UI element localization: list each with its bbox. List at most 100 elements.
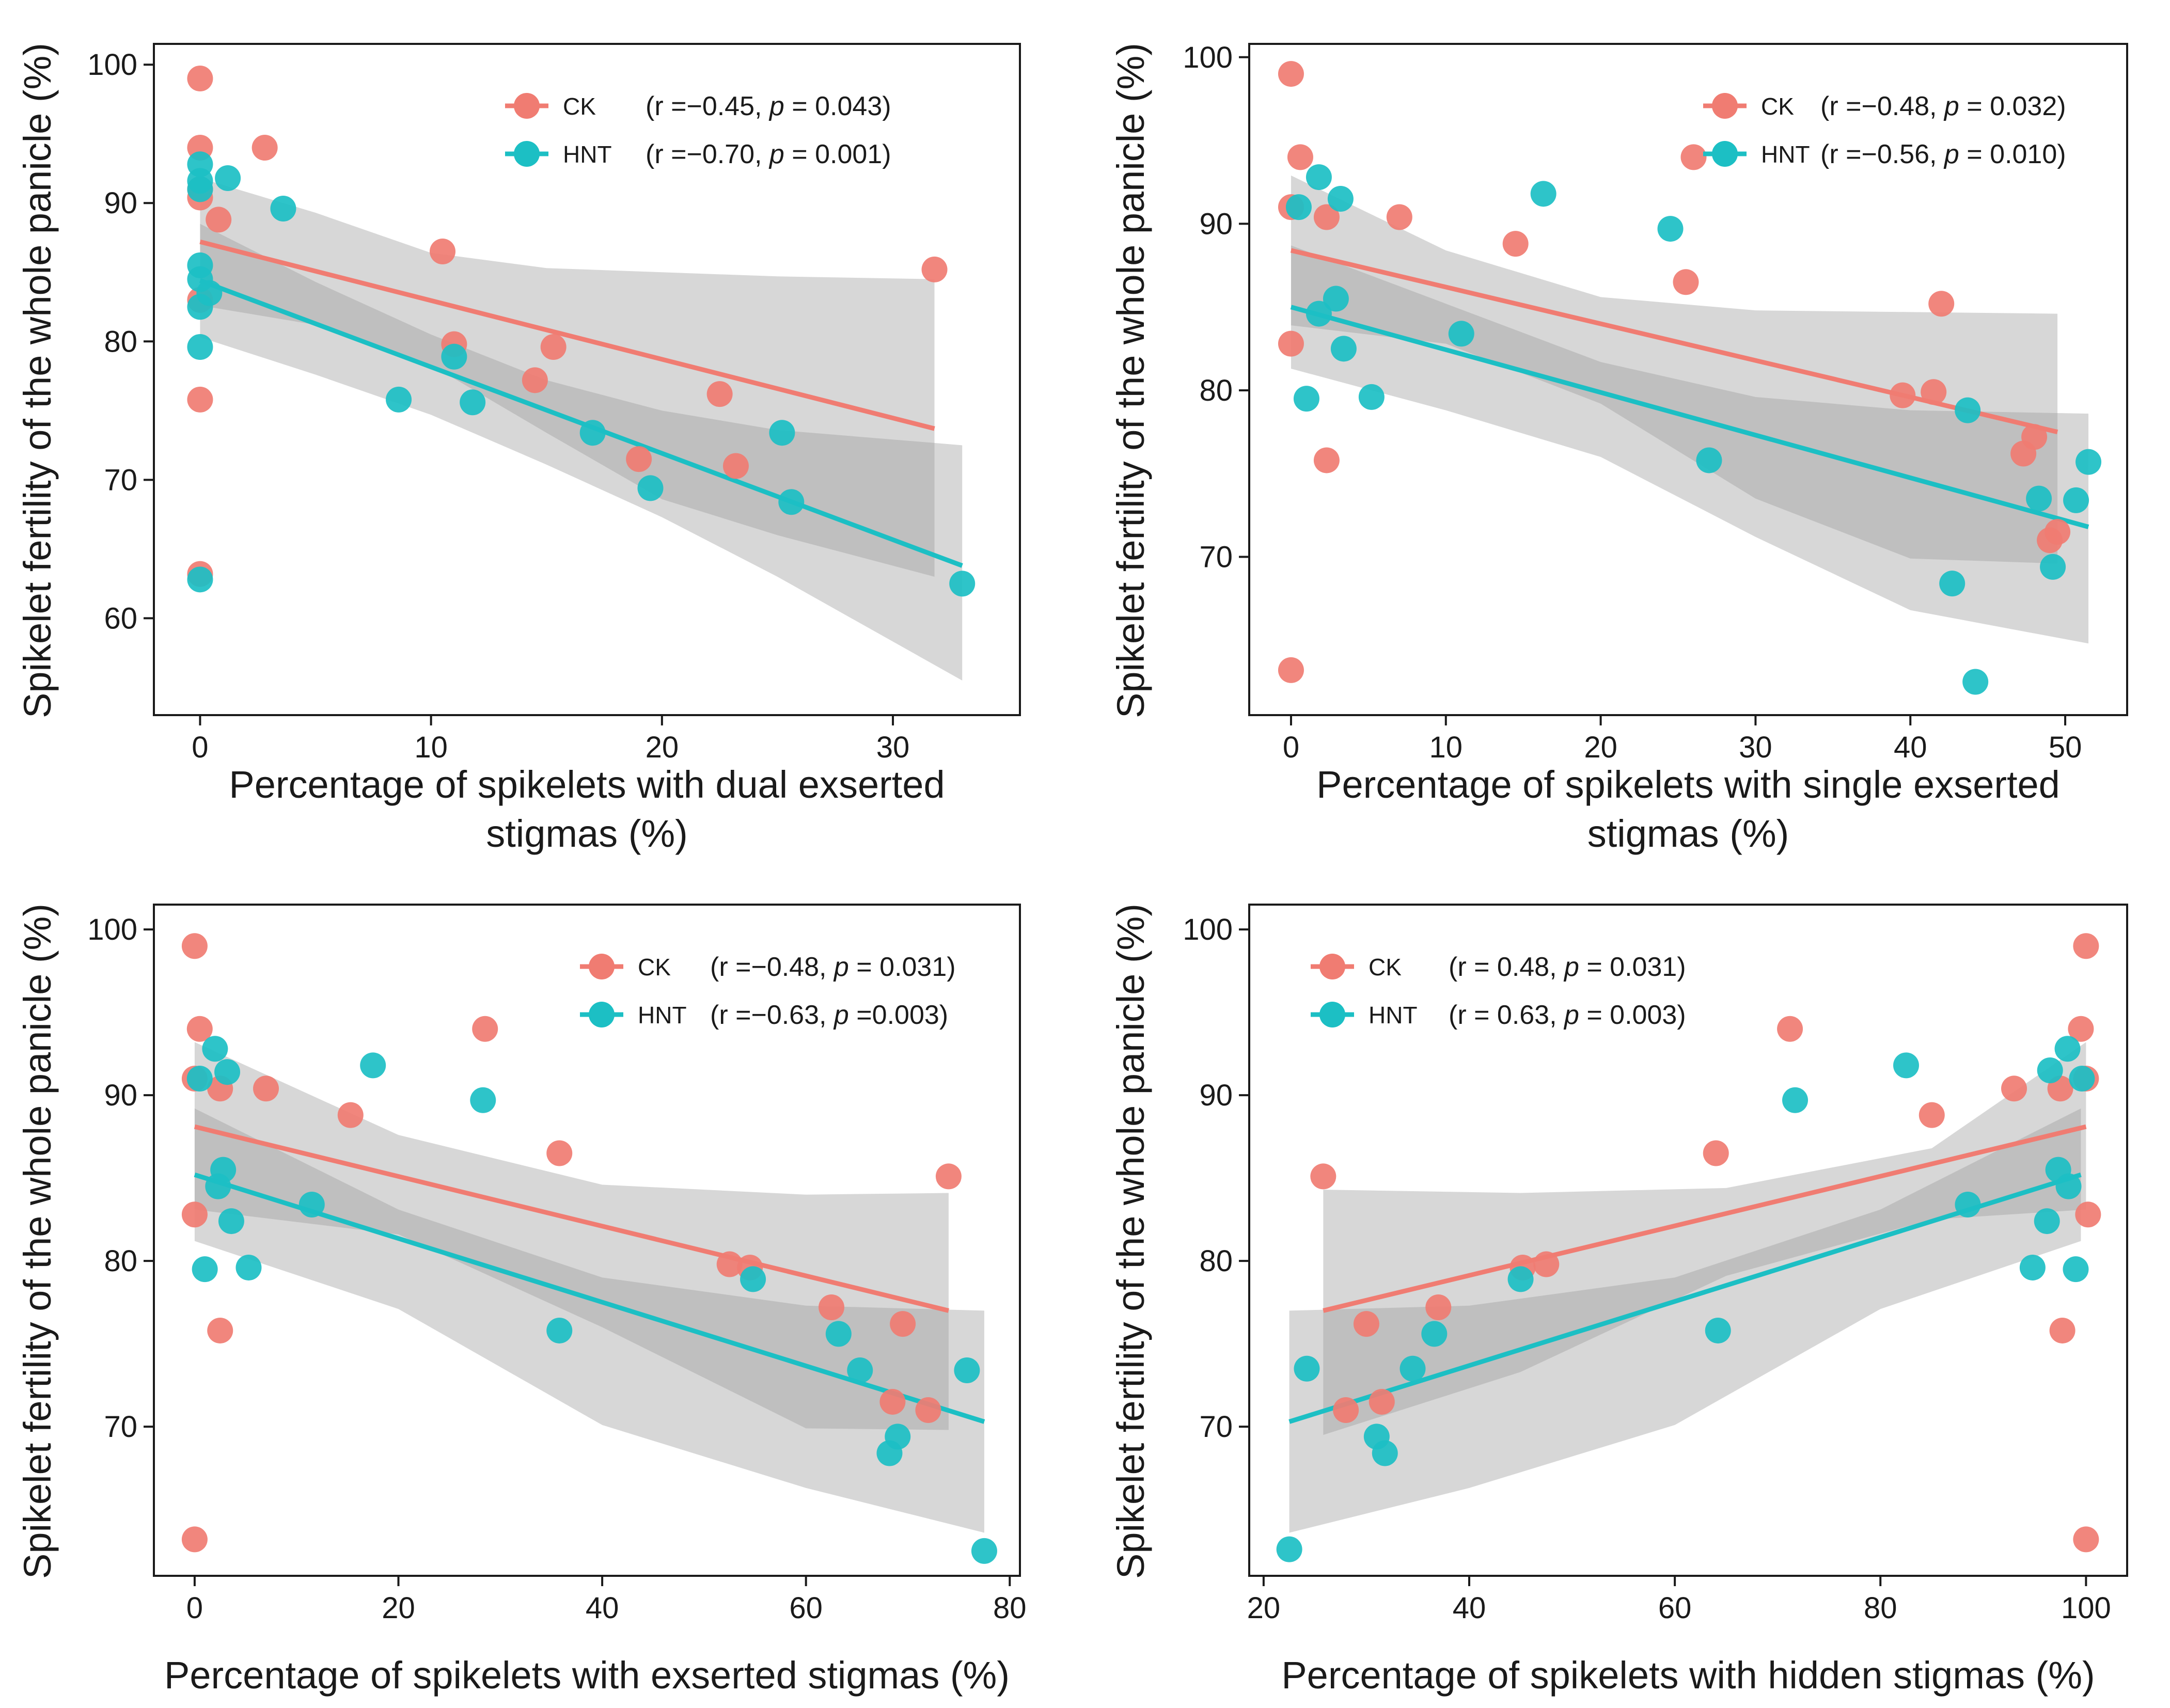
ck-data-point (1502, 231, 1529, 257)
hnt-data-point (1330, 336, 1357, 362)
ck-legend-marker (514, 93, 540, 119)
x-tick-label: 100 (2061, 1591, 2111, 1625)
hnt-data-point (196, 280, 223, 306)
hnt-data-point (740, 1266, 766, 1292)
ck-data-point (890, 1311, 916, 1337)
panel-2: 0 10 20 30 40 50 70 80 90 100 Percentage of spikel… (1109, 41, 2128, 855)
ck-data-point (251, 135, 278, 161)
hnt-data-point (1705, 1317, 1731, 1343)
hnt-data-point (2063, 487, 2089, 513)
hnt-data-point (1323, 286, 1349, 312)
ck-regression-line (194, 1124, 949, 1313)
ck-data-point (181, 1201, 208, 1228)
hnt-data-point (1327, 186, 1354, 212)
legend-statistics: (r = 0.48, p = 0.031) (1449, 952, 1686, 982)
legend-statistics: (r =−0.48, p = 0.032) (1820, 91, 2066, 121)
ck-data-point (935, 1163, 962, 1190)
hnt-data-point (1306, 164, 1332, 191)
ck-legend-marker (589, 954, 615, 979)
ck-data-point (1333, 1397, 1359, 1424)
hnt-data-point (235, 1254, 262, 1280)
x-tick-label: 40 (1894, 731, 1927, 764)
ck-regression-line (1323, 1124, 2087, 1313)
ck-data-point (1313, 447, 1340, 473)
y-axis-title: Spikelet fertility of the whole panicle … (16, 904, 59, 1579)
ck-data-point (1278, 657, 1304, 683)
ck-data-point (1369, 1388, 1395, 1415)
ck-data-point (1777, 1016, 1803, 1042)
y-tick-label: 90 (104, 186, 137, 220)
x-axis-title: Percentage of spikelets with dual exsert… (229, 763, 945, 806)
hnt-data-point (1955, 1191, 1981, 1217)
y-tick-label: 70 (1199, 1410, 1233, 1444)
x-tick-label: 10 (1429, 731, 1463, 764)
hnt-data-point (187, 334, 213, 360)
x-tick-label: 0 (1283, 731, 1299, 764)
hnt-data-point (1421, 1321, 1448, 1347)
hnt-confidence-band (194, 1108, 984, 1533)
x-tick-label: 60 (789, 1591, 823, 1625)
ck-data-point (337, 1102, 364, 1128)
legend-series-name: HNT (563, 141, 612, 168)
y-tick-label: 100 (87, 913, 137, 946)
hnt-data-point (954, 1357, 980, 1383)
ck-data-point (1680, 144, 1707, 170)
ck-legend-marker (1712, 93, 1738, 119)
hnt-data-point (1294, 1355, 1320, 1382)
hnt-data-point (637, 475, 664, 501)
x-tick-label: 50 (2049, 731, 2082, 764)
y-tick-label: 100 (87, 48, 137, 82)
ck-data-point (2010, 440, 2037, 467)
legend: CK (r = 0.48, p = 0.031) HNT (r = 0.63, p =… (1311, 952, 1686, 1030)
ck-data-point (1278, 61, 1304, 87)
ck-data-point (522, 367, 548, 393)
hnt-data-point (2055, 1173, 2082, 1199)
hnt-legend-marker (1712, 141, 1738, 167)
y-tick-label: 90 (1199, 1079, 1233, 1112)
y-axis-title: Spikelet fertility of the whole panicle … (1109, 43, 1152, 718)
hnt-legend-marker (1319, 1002, 1345, 1027)
y-axis-title: Spikelet fertility of the whole panicle … (1109, 904, 1152, 1579)
x-tick-label: 10 (414, 731, 448, 764)
ck-data-point (1919, 1102, 1945, 1128)
plot-frame (1248, 904, 2128, 1577)
hnt-data-point (1276, 1536, 1302, 1562)
hnt-data-point (1962, 669, 1989, 695)
hnt-data-point (187, 176, 213, 202)
x-tick-label: 80 (993, 1591, 1027, 1625)
legend-series-name: HNT (1369, 1002, 1418, 1029)
y-tick-label: 60 (104, 602, 137, 635)
ck-data-point (1890, 382, 1916, 408)
panel-4: 20 40 60 80 100 70 80 90 100 Percentage of spikel… (1109, 904, 2128, 1697)
ck-data-point (253, 1076, 279, 1102)
hnt-data-point (386, 386, 412, 413)
hnt-regression-line (1290, 305, 2089, 529)
x-axis-title: Percentage of spikelets with exserted st… (164, 1654, 1010, 1697)
ck-data-point (1353, 1311, 1379, 1337)
ck-data-point (186, 1016, 213, 1042)
hnt-data-point (949, 571, 976, 597)
ck-data-point (207, 1317, 233, 1343)
hnt-data-point (2034, 1208, 2060, 1235)
legend-statistics: (r =−0.70, p = 0.001) (646, 139, 891, 169)
hnt-data-point (298, 1191, 325, 1217)
hnt-data-point (218, 1208, 244, 1235)
ck-data-point (1310, 1163, 1336, 1190)
hnt-data-point (847, 1357, 873, 1383)
legend: CK (r =−0.45, p = 0.043) HNT (r =−0.70, p =… (505, 91, 891, 169)
ck-data-point (181, 1526, 208, 1553)
ck-regression-line (199, 239, 935, 431)
plot-frame (153, 904, 1021, 1577)
hnt-data-point (2075, 449, 2102, 475)
legend-statistics: (r =−0.56, p = 0.010) (1820, 139, 2066, 169)
y-tick-label: 80 (104, 1244, 137, 1278)
hnt-data-point (546, 1317, 573, 1343)
ck-data-point (921, 256, 948, 282)
x-tick-label: 0 (192, 731, 208, 764)
ck-data-point (1928, 291, 1955, 317)
ck-data-point (1313, 204, 1340, 230)
hnt-data-point (460, 389, 486, 416)
hnt-data-point (187, 566, 213, 593)
ck-data-point (540, 334, 567, 360)
ck-data-point (1386, 204, 1412, 230)
